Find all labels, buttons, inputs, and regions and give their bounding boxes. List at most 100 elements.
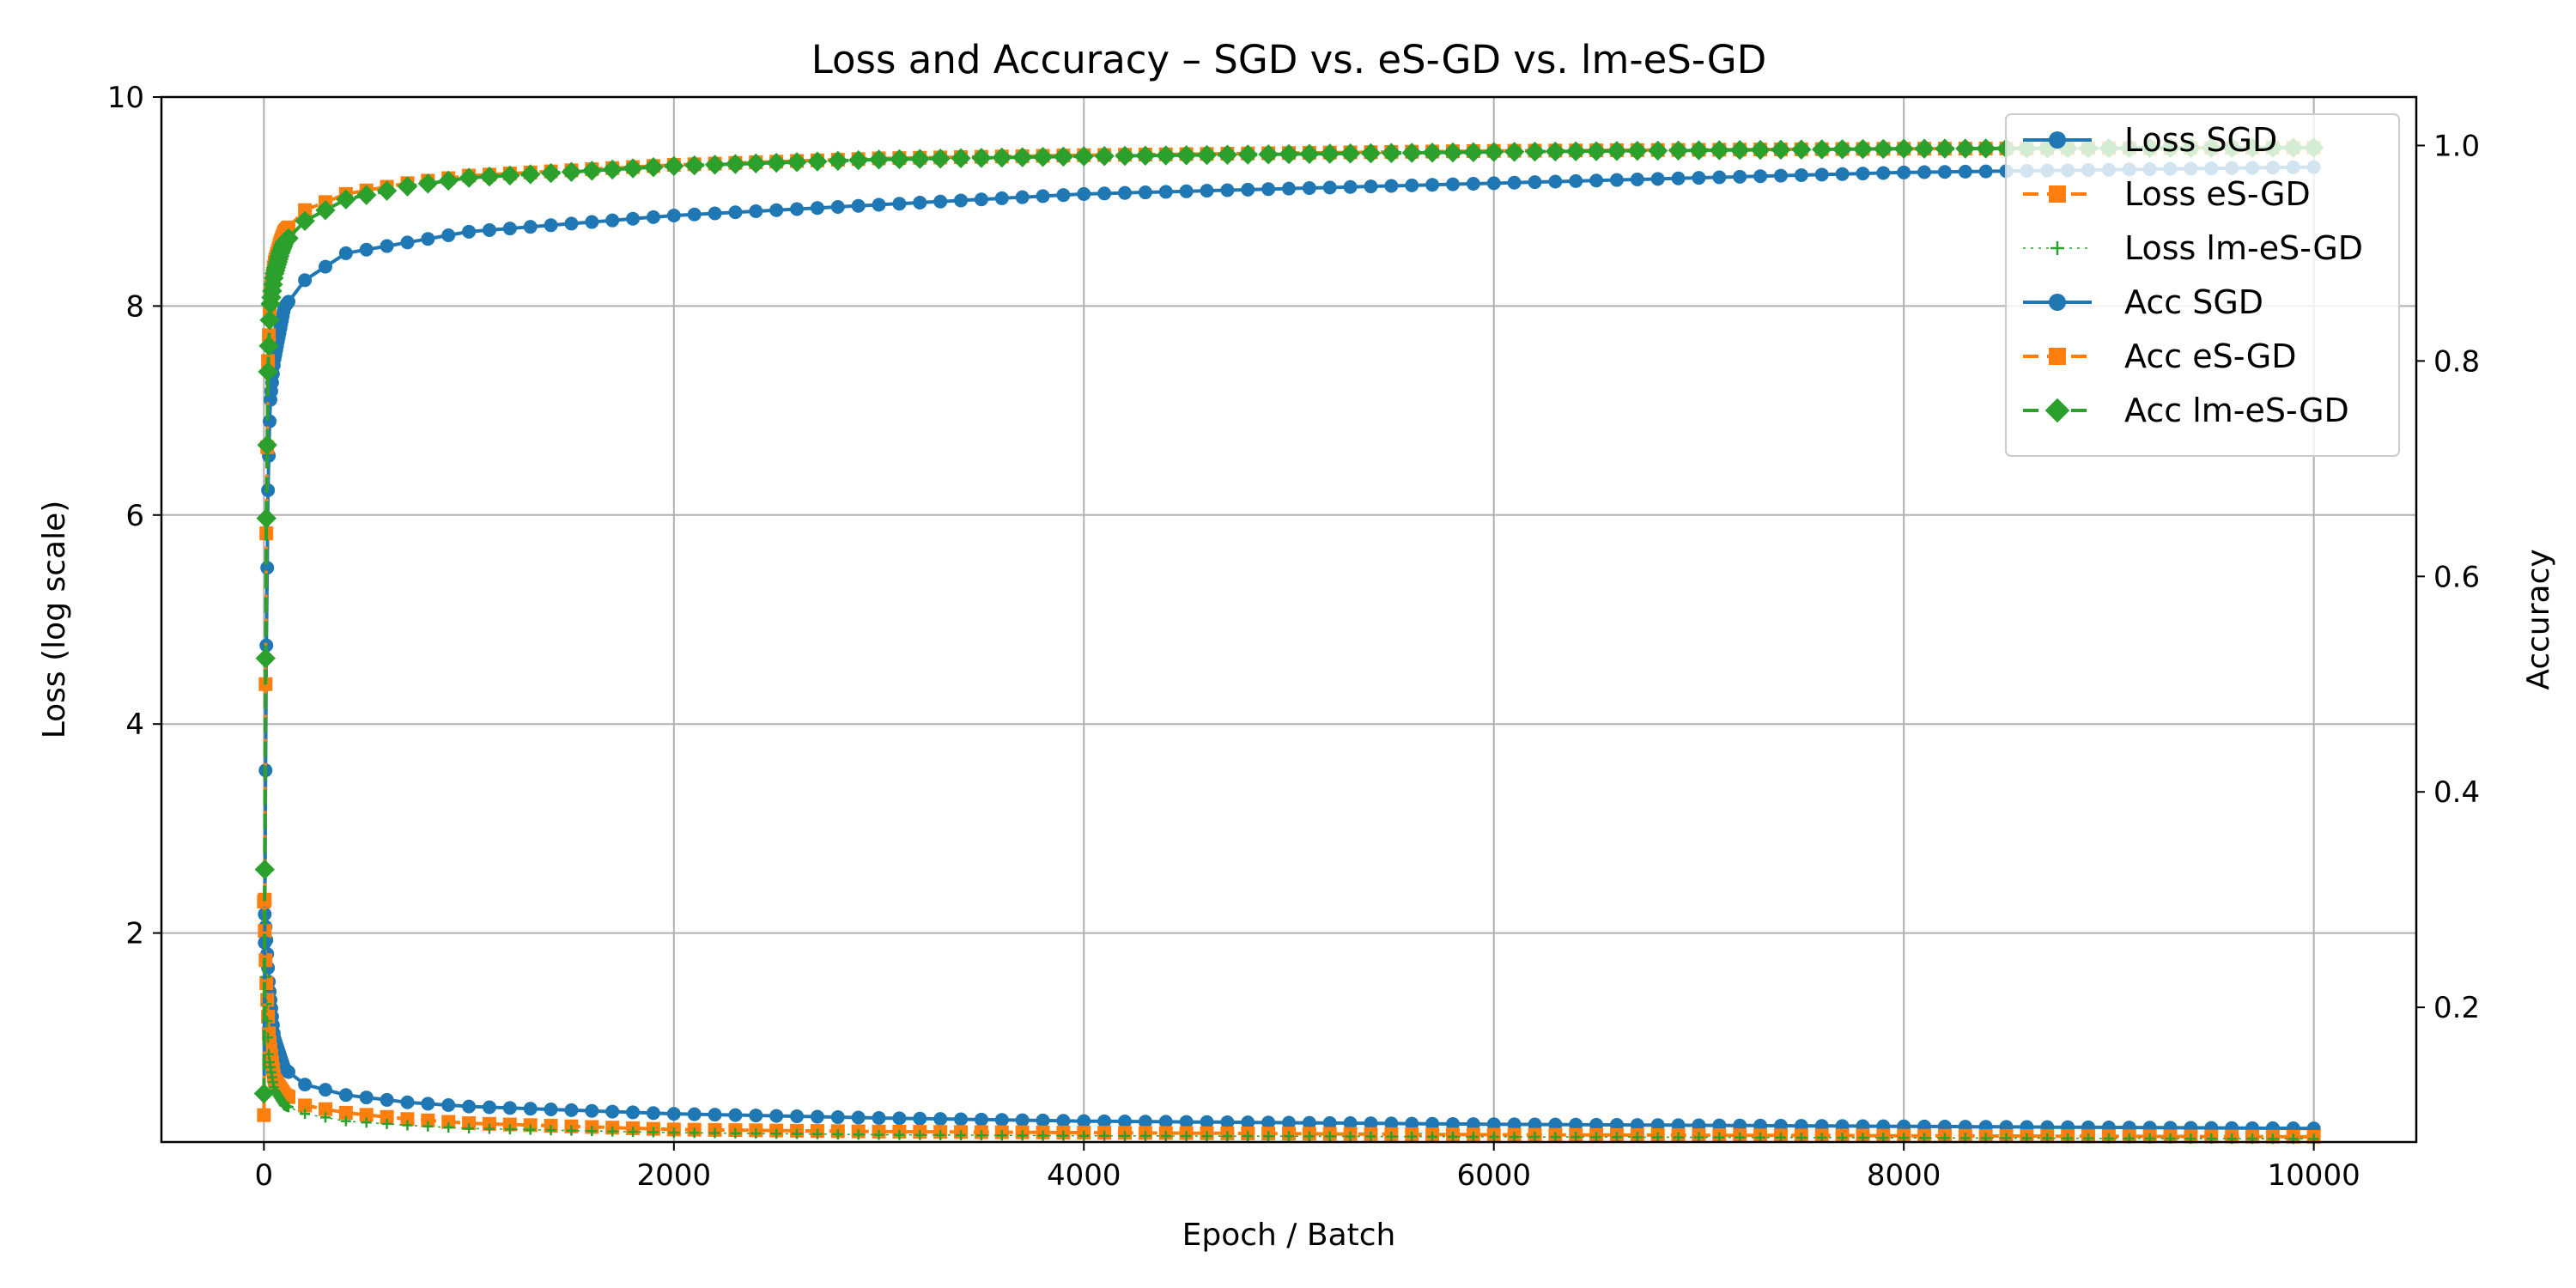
data-point — [1160, 1130, 1171, 1141]
data-point — [1735, 1132, 1746, 1143]
data-point — [607, 1126, 618, 1137]
legend-label: Loss eS-GD — [2124, 175, 2311, 213]
data-point — [581, 161, 603, 181]
data-point — [1693, 1132, 1704, 1143]
data-point — [1427, 1131, 1438, 1142]
data-point — [1222, 1131, 1233, 1142]
data-point — [666, 209, 681, 223]
data-point — [971, 148, 992, 168]
data-point — [564, 1103, 579, 1117]
data-point — [502, 222, 517, 236]
y-left-axis-label: Loss (log scale) — [37, 501, 72, 739]
data-point — [1015, 190, 1030, 204]
data-point — [1550, 1132, 1561, 1143]
data-point — [1406, 1131, 1418, 1142]
data-point — [1073, 146, 1094, 167]
data-point — [935, 1129, 946, 1140]
data-point — [520, 164, 541, 185]
data-point — [1322, 1115, 1337, 1130]
data-point — [930, 148, 951, 169]
data-point — [1466, 1117, 1480, 1132]
data-point — [807, 151, 828, 172]
data-point — [1650, 172, 1665, 186]
data-point — [1120, 1130, 1131, 1141]
data-point — [1447, 1131, 1458, 1142]
data-point — [730, 1127, 741, 1139]
data-point — [1488, 1131, 1499, 1142]
data-point — [338, 246, 353, 260]
data-point — [422, 1121, 434, 1132]
data-point — [1811, 139, 1832, 160]
data-point — [1897, 165, 1911, 179]
data-point — [421, 1113, 435, 1127]
data-point — [282, 220, 296, 234]
data-point — [257, 1108, 271, 1122]
data-point — [438, 170, 459, 191]
x-tick-label: 0 — [255, 1158, 274, 1193]
data-point — [336, 189, 356, 210]
data-point — [769, 1109, 784, 1123]
data-point — [643, 156, 664, 178]
data-point — [502, 1101, 517, 1115]
data-point — [913, 1111, 927, 1126]
legend-marker — [2049, 131, 2066, 149]
data-point — [1528, 1117, 1542, 1132]
data-point — [951, 148, 971, 168]
data-point — [1466, 176, 1480, 191]
legend-entry: Acc SGD — [2023, 283, 2263, 321]
data-point — [359, 1108, 374, 1122]
data-point — [1196, 144, 1218, 166]
data-point — [482, 1100, 496, 1115]
data-point — [1384, 179, 1399, 193]
data-point — [1299, 143, 1320, 164]
data-point — [728, 1108, 743, 1122]
data-point — [359, 242, 374, 257]
data-point — [1158, 1115, 1173, 1129]
legend-entry: Acc eS-GD — [2023, 337, 2297, 375]
data-point — [1712, 170, 1727, 185]
data-point — [1097, 186, 1112, 201]
y-right-tick-label: 0.6 — [2433, 560, 2480, 594]
data-point — [417, 173, 439, 194]
data-point — [1607, 141, 1627, 161]
data-point — [1914, 138, 1935, 159]
data-point — [361, 1117, 372, 1128]
data-point — [1345, 1131, 1356, 1142]
data-point — [376, 180, 398, 201]
data-point — [830, 199, 845, 214]
data-point — [1343, 1116, 1358, 1131]
data-point — [687, 1107, 702, 1121]
data-point — [954, 1112, 969, 1127]
data-point — [258, 361, 278, 382]
data-point — [1729, 140, 1750, 161]
legend-frame — [2005, 113, 2400, 457]
data-point — [1053, 146, 1074, 167]
data-point — [851, 1110, 866, 1125]
data-point — [790, 202, 805, 216]
y-left-tick-label: 6 — [125, 499, 144, 533]
data-point — [750, 1128, 762, 1139]
data-point — [646, 1106, 660, 1121]
data-point — [298, 1098, 313, 1113]
data-point — [1893, 138, 1914, 159]
data-point — [1648, 140, 1668, 161]
data-point — [1032, 147, 1054, 167]
data-point — [1135, 145, 1156, 166]
axes-frame — [160, 95, 2418, 1144]
data-point — [1012, 147, 1033, 167]
data-point — [1445, 177, 1460, 191]
data-point — [1611, 1132, 1622, 1143]
data-point — [1688, 140, 1710, 161]
data-point — [1220, 183, 1235, 197]
data-point — [889, 149, 910, 170]
x-tick-label: 10000 — [2268, 1158, 2360, 1193]
data-point — [1443, 142, 1463, 163]
data-point — [256, 507, 276, 529]
data-point — [1181, 1131, 1192, 1141]
data-point — [1978, 164, 1993, 179]
data-point — [1158, 185, 1173, 199]
legend-marker — [2050, 241, 2064, 255]
data-point — [1279, 143, 1299, 165]
